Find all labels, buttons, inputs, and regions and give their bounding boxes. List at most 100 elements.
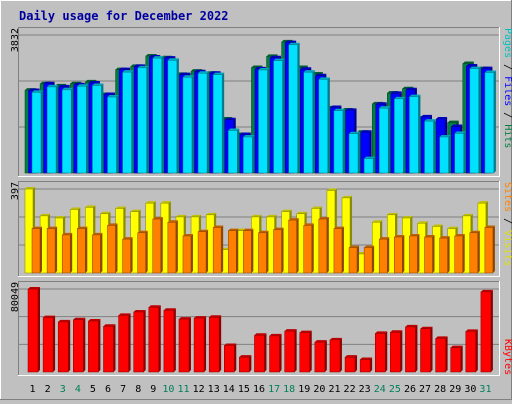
bar-top bbox=[103, 92, 115, 95]
bar-top bbox=[73, 317, 86, 320]
bar-top bbox=[92, 232, 103, 235]
legend-entry: Visits bbox=[502, 230, 512, 266]
bar-pages-day-27 bbox=[424, 119, 436, 174]
bar-pages-day-30 bbox=[469, 66, 481, 174]
bar-sites-day-4 bbox=[77, 226, 88, 274]
bar-pages-day-25 bbox=[394, 96, 406, 174]
bar-side bbox=[98, 318, 101, 372]
day-label-1: 1 bbox=[30, 384, 36, 395]
bar-top bbox=[92, 83, 104, 86]
bar-top bbox=[349, 131, 361, 134]
bar-top bbox=[436, 116, 448, 119]
series-visits bbox=[24, 187, 488, 274]
bar-top bbox=[191, 214, 202, 217]
day-label-30: 30 bbox=[464, 384, 476, 395]
bar-top bbox=[451, 124, 463, 127]
bar-face bbox=[374, 333, 386, 373]
bar-top bbox=[122, 237, 133, 240]
bar-face bbox=[182, 76, 193, 174]
bar-side bbox=[373, 156, 376, 173]
day-label-24: 24 bbox=[374, 384, 386, 395]
bar-side bbox=[432, 235, 435, 273]
bar-pages-day-21 bbox=[333, 108, 345, 174]
day-label-5: 5 bbox=[90, 384, 96, 395]
bar-face bbox=[484, 72, 495, 174]
bar-top bbox=[329, 337, 342, 340]
bar-top bbox=[55, 215, 66, 218]
bar-top bbox=[285, 40, 297, 43]
bar-top bbox=[269, 333, 282, 336]
bar-top bbox=[484, 225, 495, 228]
bar-face bbox=[454, 133, 464, 174]
bar-face bbox=[57, 321, 69, 373]
bar-side bbox=[237, 128, 240, 173]
bar-face bbox=[288, 219, 297, 274]
bar-side bbox=[417, 233, 420, 273]
bar-side bbox=[222, 72, 225, 173]
bar-top bbox=[148, 305, 161, 308]
bar-face bbox=[318, 218, 328, 274]
bar-side bbox=[327, 77, 330, 173]
bar-top bbox=[62, 87, 74, 90]
bar-top bbox=[349, 245, 360, 248]
panel-hits_files_pages: 3832 bbox=[10, 27, 500, 177]
bar-top bbox=[167, 58, 179, 61]
bar-top bbox=[288, 42, 300, 45]
legend-entry: / bbox=[502, 106, 512, 124]
bar-top bbox=[333, 226, 344, 229]
day-label-12: 12 bbox=[193, 384, 205, 395]
bar-side bbox=[207, 71, 210, 173]
bar-face bbox=[208, 317, 220, 373]
bar-kbytes-day-13 bbox=[208, 315, 222, 373]
bar-face bbox=[167, 221, 177, 274]
bar-top bbox=[484, 70, 496, 73]
bar-kbytes-day-24 bbox=[374, 331, 388, 373]
bar-top bbox=[152, 56, 164, 59]
bar-side bbox=[493, 70, 496, 173]
bar-face bbox=[344, 356, 356, 373]
bar-top bbox=[107, 95, 119, 98]
bar-side bbox=[388, 106, 391, 173]
bar-top bbox=[424, 119, 436, 122]
bar-top bbox=[28, 88, 40, 91]
bar-face bbox=[212, 227, 222, 274]
bar-side bbox=[282, 58, 285, 174]
bar-side bbox=[402, 235, 405, 273]
bar-top bbox=[424, 235, 435, 238]
bar-side bbox=[113, 324, 116, 372]
bar-sites-day-11 bbox=[182, 233, 193, 274]
bar-pages-day-5 bbox=[92, 83, 104, 174]
bar-sites-day-30 bbox=[469, 230, 480, 274]
bar-side bbox=[342, 108, 345, 173]
bar-pages-day-12 bbox=[197, 71, 210, 174]
bar-top bbox=[213, 225, 224, 228]
bar-top bbox=[224, 343, 237, 346]
day-label-9: 9 bbox=[150, 384, 156, 395]
bar-face bbox=[288, 44, 298, 174]
bar-side bbox=[251, 228, 254, 273]
bar-sites-day-3 bbox=[61, 232, 73, 274]
bar-side bbox=[267, 68, 270, 173]
bar-face bbox=[77, 85, 87, 174]
bar-face bbox=[27, 288, 39, 373]
bar-face bbox=[193, 317, 205, 373]
bar-sites-day-7 bbox=[122, 237, 133, 274]
bar-side bbox=[385, 331, 388, 372]
bar-face bbox=[450, 347, 461, 373]
day-label-21: 21 bbox=[328, 384, 340, 395]
bar-top bbox=[119, 67, 131, 70]
bar-pages-day-11 bbox=[182, 75, 194, 174]
bar-top bbox=[58, 319, 71, 322]
bar-top bbox=[198, 229, 209, 232]
bar-side bbox=[460, 345, 463, 372]
bar-sites-day-8 bbox=[137, 230, 148, 274]
bar-side bbox=[387, 237, 390, 273]
bar-kbytes-day-18 bbox=[284, 329, 297, 373]
bar-kbytes-day-11 bbox=[178, 317, 191, 373]
bar-face bbox=[378, 238, 388, 274]
bar-kbytes-day-29 bbox=[450, 345, 463, 373]
bar-face bbox=[163, 310, 175, 373]
day-label-11: 11 bbox=[177, 384, 189, 395]
bar-top bbox=[405, 87, 417, 90]
